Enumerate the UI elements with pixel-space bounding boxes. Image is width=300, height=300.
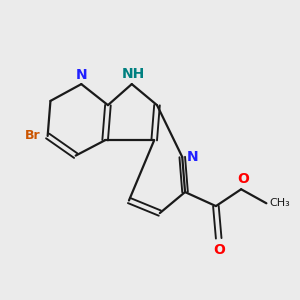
Text: N: N [76, 68, 87, 82]
Text: N: N [187, 150, 198, 164]
Text: O: O [213, 242, 225, 256]
Text: Br: Br [25, 130, 40, 142]
Text: NH: NH [122, 67, 145, 81]
Text: O: O [237, 172, 249, 186]
Text: CH₃: CH₃ [269, 198, 290, 208]
